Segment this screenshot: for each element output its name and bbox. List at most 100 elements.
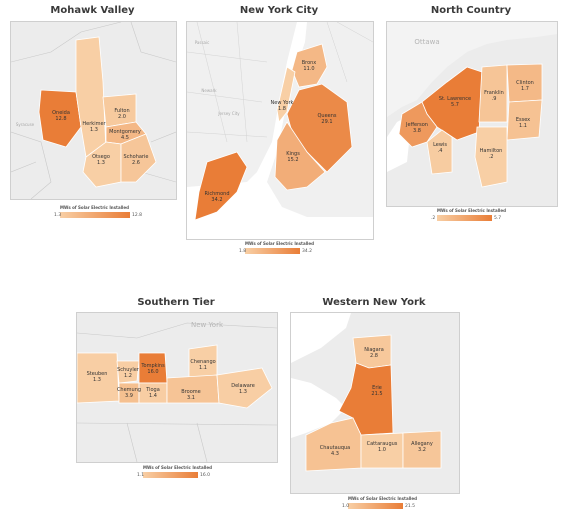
legend-min: 1.1 xyxy=(137,473,145,478)
county-value-chemung: 3.9 xyxy=(125,393,133,399)
county-label-oneida: Oneida xyxy=(52,110,70,116)
county-value-chenango: 1.1 xyxy=(199,365,207,371)
county-label-essex: Essex xyxy=(516,117,530,123)
county-essex xyxy=(506,99,543,141)
county-value-niagara: 2.8 xyxy=(370,353,378,359)
southern-tier-legend: MWs of Solar Electric Installed 1.1 16.0 xyxy=(137,465,223,481)
legend-gradient-bar xyxy=(437,215,492,221)
county-label-otsego: Otsego xyxy=(92,154,110,160)
legend-title: MWs of Solar Electric Installed xyxy=(437,208,506,213)
western-new-york-map: Niagara 2.8 Erie 21.5 Chautauqua 4.3 Cat… xyxy=(290,312,460,494)
county-label-tioga: Tioga xyxy=(145,387,160,393)
bg-label-passaic: Passaic xyxy=(195,40,210,45)
legend-min: 1.3 xyxy=(54,213,62,218)
mohawk-valley-map: Syracuse Oneida 12.8 Herkimer 1.3 Fulton… xyxy=(10,21,177,200)
county-value-essex: 1.1 xyxy=(519,123,527,129)
new-york-city-map: Jersey City Newark Passaic Bronx 11.0 Ne… xyxy=(186,21,374,240)
county-label-chautauqua: Chautauqua xyxy=(320,445,351,451)
county-label-bronx: Bronx xyxy=(302,60,317,66)
county-label-delaware: Delaware xyxy=(231,383,255,389)
mohawk-valley-legend: MWs of Solar Electric Installed 1.3 12.8 xyxy=(54,205,142,221)
county-label-chenango: Chenango xyxy=(190,359,215,365)
county-label-niagara: Niagara xyxy=(364,347,384,353)
legend-min: 1.8 xyxy=(239,249,247,254)
county-value-queens: 29.1 xyxy=(321,119,332,125)
county-label-erie: Erie xyxy=(372,385,382,391)
county-new-york xyxy=(276,66,296,123)
legend-max: 16.0 xyxy=(200,473,211,478)
county-label-herkimer: Herkimer xyxy=(82,121,106,127)
county-label-richmond: Richmond xyxy=(204,191,229,197)
county-value-kings: 15.2 xyxy=(287,157,298,163)
county-value-allegany: 3.2 xyxy=(418,447,426,453)
new-york-city-title: New York City xyxy=(239,5,319,16)
legend-title: MWs of Solar Electric Installed xyxy=(245,241,314,246)
county-value-broome: 3.1 xyxy=(187,395,195,401)
county-value-montgomery: 4.5 xyxy=(121,135,129,141)
bg-label-ottawa: Ottawa xyxy=(414,38,439,46)
legend-gradient-bar xyxy=(143,472,198,478)
county-value-jefferson: 3.8 xyxy=(413,128,421,134)
county-value-herkimer: 1.3 xyxy=(90,127,98,133)
county-allegany xyxy=(402,430,442,469)
county-value-chautauqua: 4.3 xyxy=(331,451,339,457)
bg-label-syracuse: Syracuse xyxy=(16,122,35,127)
county-value-fulton: 2.0 xyxy=(118,114,126,120)
county-label-hamilton: Hamilton xyxy=(480,148,503,154)
bg-label-new-york: New York xyxy=(191,321,224,329)
county-label-fulton: Fulton xyxy=(114,108,129,114)
county-value-richmond: 34.2 xyxy=(211,197,222,203)
north-country-title: North Country xyxy=(430,5,512,16)
county-label-chemung: Chemung xyxy=(117,387,141,393)
county-delaware xyxy=(216,367,273,409)
county-value-clinton: 1.7 xyxy=(521,86,529,92)
county-queens xyxy=(286,83,353,173)
new-york-city-legend: MWs of Solar Electric Installed 1.8 34.2 xyxy=(239,241,325,257)
legend-max: 5.7 xyxy=(494,216,502,221)
county-label-broome: Broome xyxy=(181,389,200,395)
mohawk-valley-title: Mohawk Valley xyxy=(50,5,135,16)
legend-min: .2 xyxy=(431,216,436,221)
legend-max: 34.2 xyxy=(302,249,313,254)
county-value-schoharie: 2.6 xyxy=(132,160,140,166)
legend-gradient-bar xyxy=(245,248,300,254)
county-value-erie: 21.5 xyxy=(371,391,382,397)
county-value-delaware: 1.3 xyxy=(239,389,247,395)
county-label-queens: Queens xyxy=(317,113,336,119)
southern-tier-title: Southern Tier xyxy=(137,297,215,308)
north-country-legend: MWs of Solar Electric Installed .2 5.7 xyxy=(431,208,517,224)
legend-min: 1.0 xyxy=(342,504,350,509)
legend-title: MWs of Solar Electric Installed xyxy=(143,465,212,470)
legend-title: MWs of Solar Electric Installed xyxy=(60,205,129,210)
county-kings xyxy=(274,121,326,191)
county-value-tioga: 1.4 xyxy=(149,393,157,399)
county-jefferson xyxy=(398,101,438,148)
county-value-lewis: .4 xyxy=(438,148,443,154)
county-label-new-york: New York xyxy=(271,100,294,106)
county-label-tompkins: Tompkins xyxy=(140,363,165,369)
county-value-oneida: 12.8 xyxy=(55,116,66,122)
western-new-york-title: Western New York xyxy=(322,297,426,308)
county-label-allegany: Allegany xyxy=(411,441,433,447)
county-value-cattaraugus: 1.0 xyxy=(378,447,386,453)
county-label-cattaraugus: Cattaraugus xyxy=(367,441,398,447)
county-franklin xyxy=(478,64,508,123)
county-lewis xyxy=(426,129,453,175)
county-value-tompkins: 16.0 xyxy=(147,369,158,375)
county-hamilton xyxy=(474,126,508,188)
county-herkimer xyxy=(75,36,107,158)
county-label-montgomery: Montgomery xyxy=(109,129,141,135)
county-value-otsego: 1.3 xyxy=(97,160,105,166)
county-value-schuyler: 1.2 xyxy=(124,373,132,379)
bg-label-newark: Newark xyxy=(201,88,217,93)
county-richmond xyxy=(194,151,248,221)
county-label-schuyler: Schuyler xyxy=(117,367,140,373)
north-country-map: Ottawa St. Lawrence 5.7 Franklin .9 Clin… xyxy=(386,21,558,207)
county-label-kings: Kings xyxy=(286,151,300,157)
county-value-franklin: .9 xyxy=(492,96,497,102)
western-new-york-legend: MWs of Solar Electric Installed 1.0 21.5 xyxy=(342,496,428,512)
legend-gradient-bar xyxy=(60,212,130,218)
county-label-schoharie: Schoharie xyxy=(124,154,149,160)
county-label-st-lawrence: St. Lawrence xyxy=(439,96,471,102)
county-value-hamilton: .2 xyxy=(489,154,494,160)
